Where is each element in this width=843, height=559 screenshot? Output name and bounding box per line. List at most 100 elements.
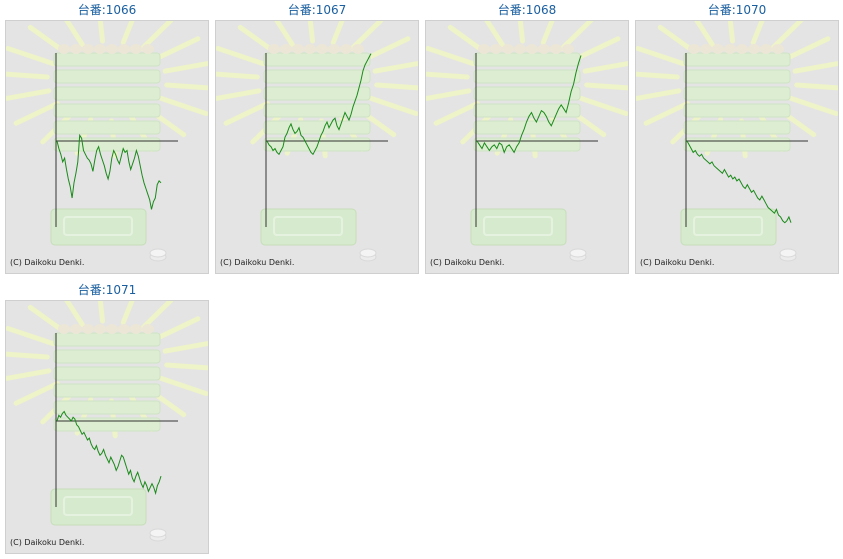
top-ball-shape: [514, 44, 526, 54]
top-ball-shape: [82, 324, 94, 334]
ray-shape: [13, 381, 60, 406]
coin-shape: [569, 248, 587, 258]
machine-graph-panel[interactable]: (C) Daikoku Denki.: [635, 20, 839, 274]
slot-graph: [216, 21, 418, 262]
copyright-text: (C) Daikoku Denki.: [10, 258, 85, 267]
top-ball-shape: [502, 44, 514, 54]
ray-shape: [364, 36, 411, 61]
ray-shape: [216, 45, 266, 67]
ray-shape: [433, 101, 480, 126]
ray-shape: [636, 45, 686, 67]
tray-inner-shape: [63, 496, 133, 516]
ray-shape: [374, 82, 418, 91]
top-ball-shape: [118, 44, 130, 54]
box-layer-shape: [53, 137, 161, 152]
machine-title-link[interactable]: 台番:1071: [77, 283, 137, 297]
top-ball-shape: [142, 324, 154, 334]
machine-graph-panel[interactable]: (C) Daikoku Denki.: [5, 300, 209, 554]
top-ball-shape: [478, 44, 490, 54]
tray-inner-shape: [63, 216, 133, 236]
box-layer-shape: [53, 400, 161, 415]
box-layer-shape: [263, 137, 371, 152]
ray-shape: [274, 21, 295, 48]
ray-shape: [750, 21, 765, 45]
box-layer-shape: [53, 332, 161, 347]
ray-shape: [578, 95, 628, 117]
box-layer-shape: [53, 69, 161, 84]
ray-shape: [6, 368, 52, 382]
ray-shape: [216, 88, 262, 102]
top-ball-shape: [340, 44, 352, 54]
machine-title-link[interactable]: 台番:1066: [77, 3, 137, 17]
ray-shape: [368, 95, 418, 117]
ray-shape: [216, 71, 260, 80]
box-layer-shape: [473, 52, 581, 67]
ray-shape: [636, 88, 682, 102]
box-layer-shape: [53, 52, 161, 67]
top-ball-shape: [526, 44, 538, 54]
coin-shape: [149, 248, 167, 258]
machine-graph-panel[interactable]: (C) Daikoku Denki.: [5, 20, 209, 274]
top-ball-shape: [538, 44, 550, 54]
tray-inner-shape: [693, 216, 763, 236]
ray-shape: [120, 301, 135, 325]
top-ball-shape: [760, 44, 772, 54]
top-ball-shape: [94, 44, 106, 54]
box-layer-shape: [53, 103, 161, 118]
ray-shape: [64, 21, 85, 48]
ray-shape: [139, 301, 174, 332]
box-layer-shape: [473, 86, 581, 101]
machine-title-link[interactable]: 台番:1068: [497, 3, 557, 17]
box-layer-shape: [683, 103, 791, 118]
top-ball-shape: [268, 44, 280, 54]
top-ball-shape: [772, 44, 784, 54]
slot-graph: [426, 21, 628, 262]
ray-shape: [582, 60, 628, 74]
top-ball-shape: [304, 44, 316, 54]
machine-card-1070: 台番:1070 (C) Daikoku Denki.: [635, 0, 839, 274]
slot-graph: [6, 301, 208, 542]
box-layer-shape: [263, 86, 371, 101]
ray-shape: [6, 88, 52, 102]
ray-shape: [154, 36, 201, 61]
top-ball-shape: [748, 44, 760, 54]
box-layer-shape: [263, 120, 371, 135]
machine-graph-panel[interactable]: (C) Daikoku Denki.: [215, 20, 419, 274]
ray-shape: [330, 21, 345, 45]
box-layer-shape: [263, 69, 371, 84]
ray-shape: [154, 316, 201, 341]
ray-shape: [6, 45, 56, 67]
ray-shape: [643, 101, 690, 126]
ray-shape: [164, 362, 208, 371]
top-ball-shape: [130, 324, 142, 334]
ray-shape: [540, 21, 555, 45]
background-illustration: [6, 21, 208, 262]
ray-shape: [788, 95, 838, 117]
slot-graph: [6, 21, 208, 262]
ray-shape: [559, 21, 594, 52]
machine-card-1067: 台番:1067 (C) Daikoku Denki.: [215, 0, 419, 274]
top-ball-shape: [106, 44, 118, 54]
trend-line: [56, 133, 162, 210]
trend-line: [266, 53, 372, 156]
top-ball-shape: [94, 324, 106, 334]
top-ball-shape: [142, 44, 154, 54]
ray-shape: [97, 21, 106, 44]
top-ball-shape: [58, 44, 70, 54]
trend-line: [686, 140, 792, 224]
ray-shape: [794, 82, 838, 91]
machine-title-link[interactable]: 台番:1067: [287, 3, 347, 17]
ray-shape: [426, 45, 476, 67]
box-layer-shape: [53, 349, 161, 364]
ray-shape: [792, 60, 838, 74]
ray-shape: [574, 36, 621, 61]
tray-inner-shape: [483, 216, 553, 236]
copyright-text: (C) Daikoku Denki.: [10, 538, 85, 547]
background-illustration: [6, 301, 208, 542]
ray-shape: [769, 21, 804, 52]
tray-inner-shape: [273, 216, 343, 236]
ray-shape: [372, 60, 418, 74]
machine-graph-panel[interactable]: (C) Daikoku Denki.: [425, 20, 629, 274]
coin-shape: [149, 528, 167, 538]
machine-title-link[interactable]: 台番:1070: [707, 3, 767, 17]
